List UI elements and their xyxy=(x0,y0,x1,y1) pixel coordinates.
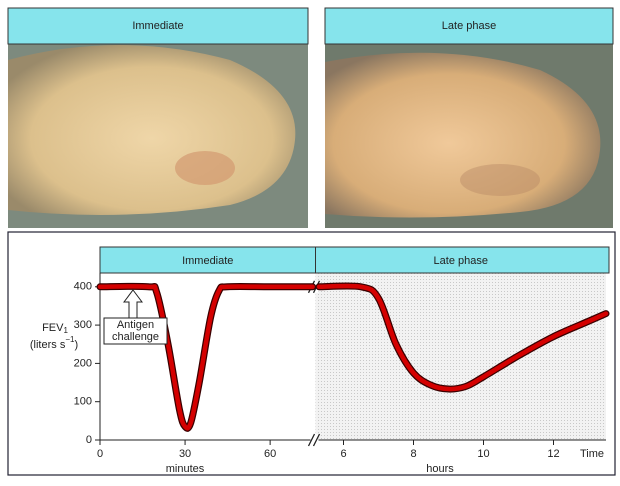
panel-header-text: Late phase xyxy=(442,20,496,32)
photo-reaction xyxy=(460,164,540,196)
x-tick-label: 10 xyxy=(477,448,489,460)
x-axis-label: hours xyxy=(426,463,454,475)
photo-panel: Immediate xyxy=(8,8,308,228)
end-label: Time xyxy=(580,448,604,460)
y-tick-label: 0 xyxy=(86,434,92,446)
figure: Immediate Late phase Immediate Late phase… xyxy=(0,0,620,481)
phase-shade xyxy=(316,273,607,440)
y-tick-label: 200 xyxy=(74,357,92,369)
y-tick-label: 300 xyxy=(74,319,92,331)
photo-panel: Late phase xyxy=(325,8,613,228)
y-label-unit: (liters s xyxy=(30,339,66,351)
x-tick-label: 8 xyxy=(410,448,416,460)
annotation-text: Antigen xyxy=(117,319,154,331)
x-tick-label: 60 xyxy=(264,448,276,460)
y-label-main: FEV xyxy=(42,322,64,334)
x-tick-label: 6 xyxy=(340,448,346,460)
y-tick-label: 100 xyxy=(74,396,92,408)
x-axis-label: minutes xyxy=(166,463,205,475)
x-tick-label: 30 xyxy=(179,448,191,460)
x-tick-label: 12 xyxy=(547,448,559,460)
photo-wheal xyxy=(175,151,235,185)
x-tick-label: 0 xyxy=(97,448,103,460)
panel-header-text: Immediate xyxy=(132,20,183,32)
y-label-sub: 1 xyxy=(63,326,68,335)
annotation-text: challenge xyxy=(112,331,159,343)
y-tick-label: 400 xyxy=(74,281,92,293)
phase-header-text: Late phase xyxy=(434,255,488,267)
phase-header-text: Immediate xyxy=(182,255,233,267)
y-label-close: ) xyxy=(74,339,78,351)
